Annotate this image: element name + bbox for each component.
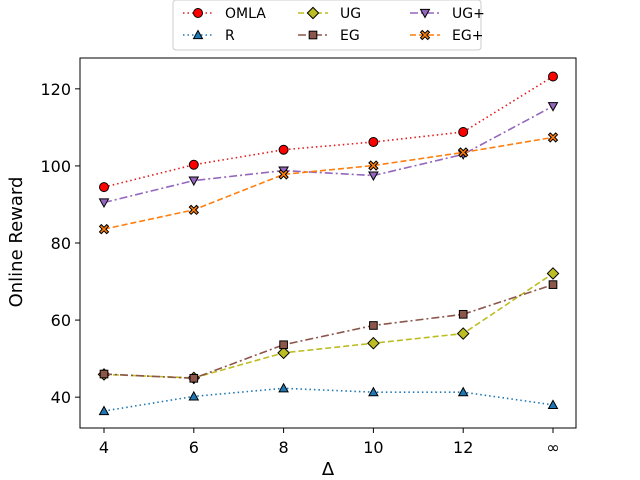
series-line-eg-plus: [103, 136, 554, 230]
data-point-eg: [458, 309, 468, 319]
data-point-omla: [278, 144, 289, 155]
data-point-omla: [188, 159, 199, 170]
data-point-eg: [279, 340, 288, 350]
data-point-eg-plus: [98, 223, 110, 235]
data-point-omla: [458, 127, 469, 137]
series-line-omla: [103, 75, 554, 188]
data-point-eg: [548, 280, 558, 289]
data-point-eg-plus: [188, 204, 200, 216]
data-point-eg-plus: [368, 160, 379, 171]
series-ug: [97, 267, 560, 385]
data-point-r: [278, 382, 289, 393]
legend-label: EG: [340, 28, 360, 44]
legend-swatch-marker: [192, 29, 204, 40]
legend-swatch-marker: [419, 8, 431, 19]
data-point-eg-plus: [278, 169, 289, 180]
legend-swatch-marker: [306, 6, 320, 20]
legend-swatch-marker: [193, 8, 203, 18]
data-point-ug: [456, 327, 470, 340]
legend-label: OMLA: [225, 6, 266, 22]
series-line-ug: [103, 272, 554, 379]
x-tick-label: ∞: [546, 438, 559, 457]
series-eg-plus: [98, 132, 559, 235]
data-point-omla: [548, 71, 558, 82]
axes: 4 6 8 10 12 ∞ 40 60 80 100 120: [40, 57, 577, 457]
data-point-r: [188, 390, 200, 401]
data-point-omla: [368, 137, 379, 148]
x-tick-label: 6: [189, 438, 199, 457]
data-point-ug-plus: [368, 171, 379, 182]
data-point-omla: [99, 182, 109, 193]
y-tick-label: 80: [51, 234, 71, 253]
data-point-r: [98, 405, 110, 416]
data-point-ug-plus: [98, 198, 110, 209]
legend-label: EG+: [452, 28, 483, 44]
series-r: [98, 382, 559, 416]
x-tick-label: 12: [453, 438, 473, 457]
data-point-eg: [99, 369, 109, 379]
series-omla: [99, 71, 558, 193]
y-tick-label: 40: [51, 388, 71, 407]
data-point-ug-plus: [188, 176, 200, 187]
legend-item-omla: OMLA: [183, 6, 266, 22]
data-point-ug: [277, 346, 290, 360]
y-tick-label: 60: [51, 311, 71, 330]
legend-label: UG+: [452, 6, 485, 22]
legend-item-eg-plus: EG+: [410, 28, 483, 44]
data-point-r: [547, 399, 559, 409]
x-tick-label: 4: [99, 438, 109, 457]
y-axis-label: Online Reward: [6, 177, 27, 308]
legend-label: R: [225, 28, 235, 44]
data-point-eg: [189, 373, 199, 383]
data-point-ug-plus: [547, 102, 559, 112]
data-point-ug: [546, 267, 560, 280]
legend-swatch-marker: [419, 29, 431, 41]
series-eg: [99, 280, 558, 383]
y-tick-label: 100: [40, 157, 71, 176]
series-line-r: [103, 387, 554, 412]
data-point-eg: [369, 321, 378, 330]
legend-swatch-marker: [308, 30, 318, 40]
data-point-ug: [367, 336, 380, 350]
data-point-r: [457, 386, 469, 397]
legend-item-r: R: [183, 28, 235, 44]
series-line-eg: [103, 283, 554, 380]
legend-box: [172, 0, 482, 51]
data-point-r: [368, 386, 379, 397]
x-axis-label: Δ: [322, 459, 335, 480]
legend-label: UG: [340, 6, 361, 22]
legend-item-eg: EG: [298, 28, 360, 44]
data-point-eg-plus: [457, 147, 469, 158]
series-line-ug-plus: [103, 105, 554, 204]
legend-item-ug: UG: [298, 6, 361, 22]
legend-item-ug-plus: UG+: [410, 6, 485, 22]
x-tick-label: 10: [363, 438, 383, 457]
legend: OMLA R UG EG UG+ EG+: [172, 0, 485, 51]
data-point-eg-plus: [547, 132, 559, 143]
x-tick-label: 8: [279, 438, 289, 457]
plot-area: [97, 71, 560, 416]
y-tick-label: 120: [40, 80, 71, 99]
